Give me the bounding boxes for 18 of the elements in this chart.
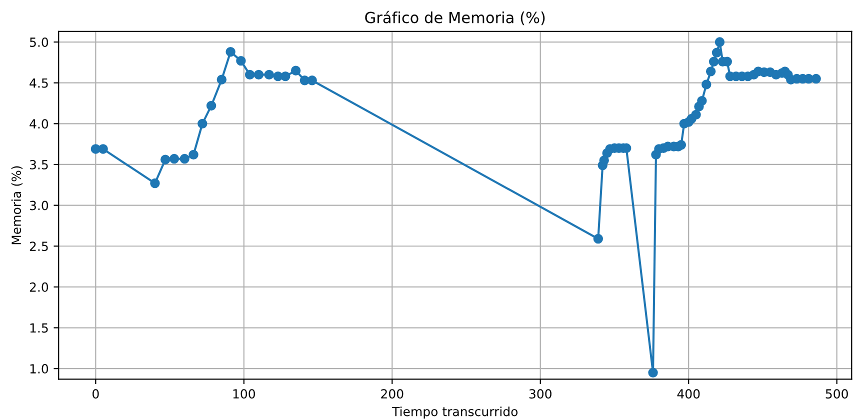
x-tick-label: 500: [826, 389, 848, 399]
x-tick-label: 400: [677, 389, 700, 399]
y-tick-label: 2.5: [30, 242, 48, 252]
y-tick-label: 4.5: [30, 78, 48, 88]
x-tick-label: 300: [529, 389, 552, 399]
x-tick-label: 0: [92, 389, 99, 399]
y-tick-label: 3.0: [30, 200, 48, 210]
y-tick-label: 2.0: [30, 282, 48, 292]
y-tick-label: 1.0: [30, 364, 48, 374]
x-axis-title: Tiempo transcurrido: [392, 406, 518, 419]
y-tick-label: 5.0: [30, 38, 48, 47]
y-axis-title: Memoria (%): [11, 166, 23, 244]
chart-title: Gráfico de Memoria (%): [365, 10, 545, 26]
y-tick-label: 4.0: [30, 119, 48, 129]
y-tick-label: 1.5: [30, 323, 48, 333]
x-tick-label: 200: [381, 389, 404, 399]
x-tick-label: 100: [233, 389, 256, 399]
y-tick-label: 3.5: [30, 160, 48, 170]
